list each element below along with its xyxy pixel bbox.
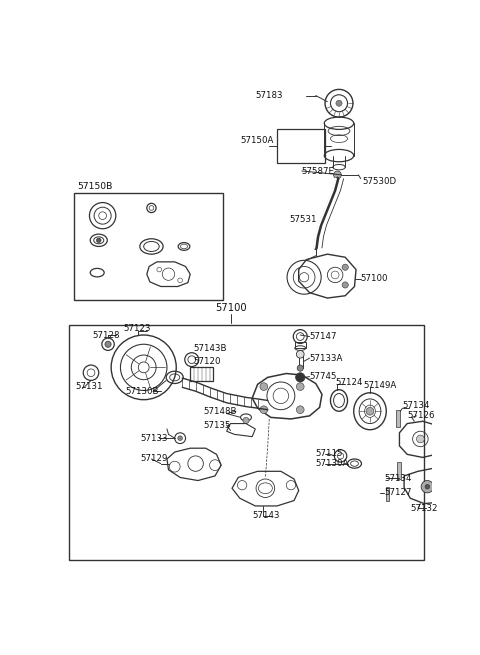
Text: 57131: 57131: [75, 382, 103, 391]
Circle shape: [417, 435, 424, 443]
Text: 57124: 57124: [335, 378, 362, 387]
Text: 57530D: 57530D: [362, 176, 396, 185]
Text: 57148B: 57148B: [204, 407, 237, 416]
Circle shape: [260, 406, 268, 413]
Text: 57150A: 57150A: [240, 136, 274, 145]
Circle shape: [366, 407, 374, 415]
Circle shape: [342, 264, 348, 271]
Circle shape: [425, 485, 430, 489]
Bar: [396, 409, 400, 426]
Text: 57127: 57127: [384, 489, 411, 497]
Text: 57132: 57132: [410, 504, 438, 513]
Text: 57128: 57128: [93, 331, 120, 339]
Bar: [299, 354, 302, 368]
Text: 57143B: 57143B: [193, 345, 227, 353]
Text: 57130A: 57130A: [316, 459, 349, 468]
Text: 57587E: 57587E: [302, 166, 335, 176]
Text: 57531: 57531: [289, 215, 317, 224]
Circle shape: [297, 365, 303, 371]
Text: 57745: 57745: [310, 372, 337, 381]
Text: 57129: 57129: [141, 455, 168, 464]
Bar: [74, 193, 223, 301]
Circle shape: [421, 481, 433, 493]
Text: 57143: 57143: [252, 512, 280, 521]
Text: 57134: 57134: [384, 474, 411, 483]
Circle shape: [342, 282, 348, 288]
Text: 57123: 57123: [123, 324, 151, 333]
Text: 57149A: 57149A: [364, 381, 397, 390]
Text: 57115: 57115: [316, 449, 343, 458]
Circle shape: [336, 100, 342, 106]
Text: 57126: 57126: [407, 411, 435, 421]
Circle shape: [296, 373, 305, 382]
Text: 57100: 57100: [360, 274, 388, 284]
Text: 57133A: 57133A: [310, 354, 343, 363]
Text: 57100: 57100: [215, 303, 246, 313]
Circle shape: [334, 171, 341, 179]
Circle shape: [296, 406, 304, 413]
Bar: [277, 128, 325, 163]
Text: 57150B: 57150B: [77, 182, 112, 191]
Circle shape: [243, 417, 249, 424]
Bar: [69, 325, 424, 560]
Text: 57183: 57183: [255, 91, 283, 100]
Text: 57147: 57147: [310, 332, 337, 341]
Bar: [385, 487, 389, 500]
Text: 57133: 57133: [141, 434, 168, 443]
Text: 57130B: 57130B: [125, 386, 158, 396]
Circle shape: [296, 383, 304, 390]
Text: 57135: 57135: [204, 421, 231, 430]
Bar: [397, 462, 401, 479]
Circle shape: [296, 350, 304, 358]
Circle shape: [105, 341, 111, 347]
Circle shape: [96, 238, 101, 242]
Text: 57134: 57134: [403, 402, 430, 410]
Bar: [295, 342, 306, 348]
Circle shape: [260, 383, 268, 390]
Bar: [190, 367, 214, 381]
Text: 57120: 57120: [193, 358, 221, 366]
Circle shape: [178, 436, 182, 441]
